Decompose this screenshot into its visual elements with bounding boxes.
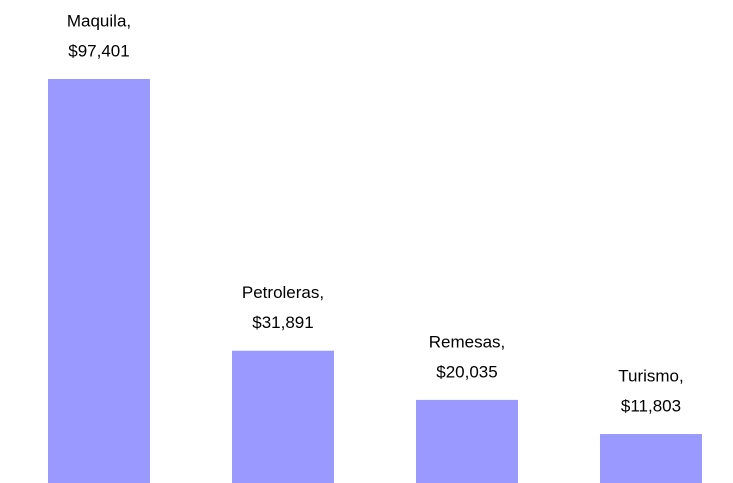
category-label: Turismo, — [618, 367, 684, 386]
bar — [48, 79, 150, 483]
value-label: $20,035 — [436, 362, 497, 381]
category-label: Remesas, — [429, 332, 506, 351]
value-label: $31,891 — [252, 313, 313, 332]
category-label: Maquila, — [67, 11, 131, 30]
value-label: $97,401 — [68, 41, 129, 60]
category-label: Petroleras, — [242, 283, 324, 302]
bar — [416, 399, 518, 483]
bar — [232, 350, 334, 483]
value-label: $11,803 — [621, 397, 681, 416]
bar — [600, 434, 702, 483]
